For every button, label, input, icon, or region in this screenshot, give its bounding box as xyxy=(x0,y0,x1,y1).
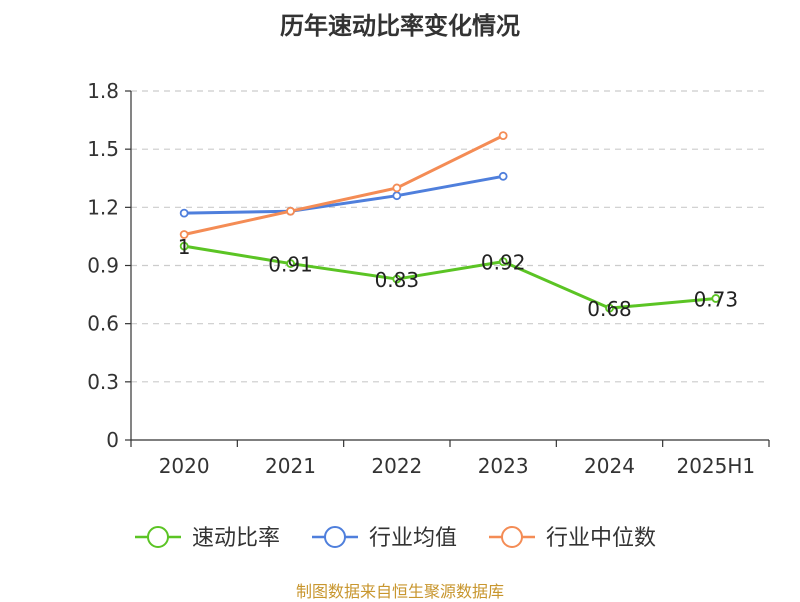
chart-title: 历年速动比率变化情况 xyxy=(280,12,520,40)
series-point xyxy=(179,208,189,218)
legend-label: 速动比率 xyxy=(192,526,280,551)
series-point xyxy=(605,303,614,313)
series-line xyxy=(183,134,504,236)
data-labels: 1 0.91 0.83 0.92 0.68 0.73 xyxy=(178,235,738,321)
y-tick-label: 0.3 xyxy=(87,370,119,394)
legend-marker-icon xyxy=(324,526,346,548)
series-point xyxy=(711,294,721,303)
x-tick-label: 2021 xyxy=(265,454,316,478)
series-line xyxy=(184,174,504,215)
x-tick-label: 2024 xyxy=(584,454,635,478)
y-tick-label: 0.9 xyxy=(87,254,119,278)
series-point xyxy=(392,274,402,284)
x-tick-label: 2022 xyxy=(371,454,422,478)
series-point xyxy=(286,206,295,216)
legend-marker-icon xyxy=(501,526,523,548)
series-line xyxy=(183,244,716,310)
y-tick-label: 1.5 xyxy=(87,137,119,161)
legend-item[interactable]: 行业均值 xyxy=(312,526,457,551)
data-label: 0.68 xyxy=(587,297,632,321)
x-tick-label: 2023 xyxy=(478,454,529,478)
legend[interactable]: 速动比率 行业均值 行业中位数 xyxy=(135,526,656,551)
series-point xyxy=(179,241,189,251)
axes: 0 0.3 0.6 0.9 1.2 1.5 1.8 2020 2021 2022 2023 2024 2… xyxy=(87,79,770,478)
y-tick-label: 1.2 xyxy=(87,195,119,219)
series-point xyxy=(286,259,295,268)
series-point xyxy=(498,131,508,140)
y-tick-label: 0.6 xyxy=(87,312,119,336)
series-layer xyxy=(179,131,721,313)
y-tick-label: 1.8 xyxy=(87,79,119,103)
grid-lines xyxy=(131,90,769,383)
legend-item[interactable]: 速动比率 xyxy=(135,526,280,551)
data-label: 0.83 xyxy=(375,268,420,292)
series-point xyxy=(498,257,508,267)
x-tick-label: 2025H1 xyxy=(676,454,755,478)
series-point xyxy=(179,230,189,239)
series-point xyxy=(392,183,402,193)
series-point xyxy=(392,191,402,201)
data-label: 0.91 xyxy=(268,253,313,277)
data-label: 0.92 xyxy=(481,251,526,275)
data-source-note: 制图数据来自恒生聚源数据库 xyxy=(295,582,504,601)
x-tick-label: 2020 xyxy=(159,454,210,478)
data-label: 0.73 xyxy=(694,287,739,311)
legend-item[interactable]: 行业中位数 xyxy=(489,526,656,551)
legend-label: 行业均值 xyxy=(369,526,457,551)
legend-marker-icon xyxy=(147,526,169,548)
data-label: 1 xyxy=(178,235,191,259)
legend-label: 行业中位数 xyxy=(546,526,656,551)
y-tick-label: 0 xyxy=(106,428,119,452)
series-point xyxy=(498,171,508,181)
